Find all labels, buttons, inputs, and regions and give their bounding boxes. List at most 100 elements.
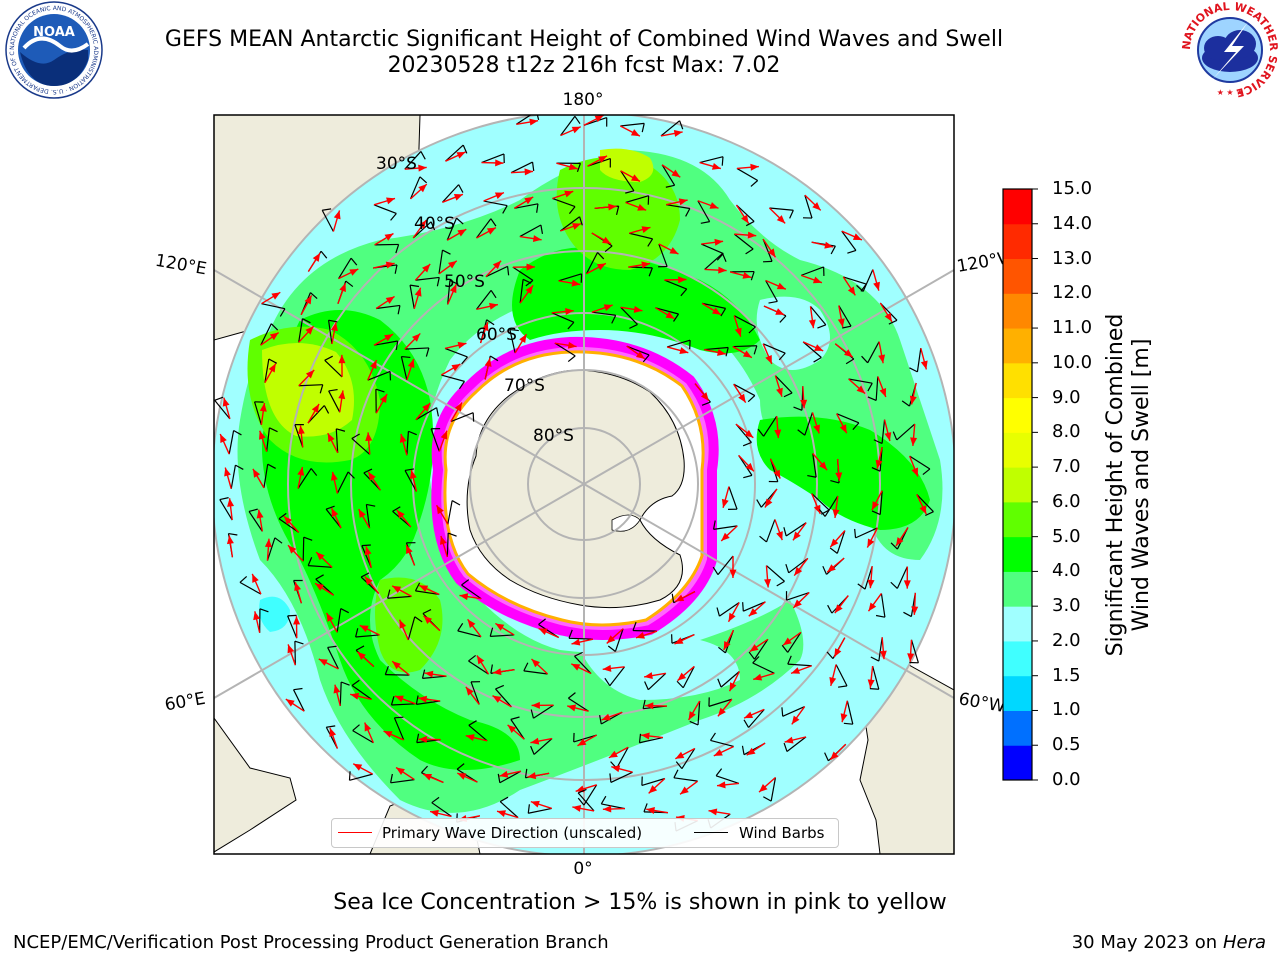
colorbar-tick-label: 9.0 <box>1052 386 1081 408</box>
colorbar-segment <box>1003 223 1032 260</box>
wave-arrow-head <box>745 462 754 472</box>
wind-barb-shaft <box>327 320 333 345</box>
wave-arrow-head <box>813 424 820 434</box>
wind-barb-shaft <box>512 266 534 281</box>
wind-barb-flag <box>745 220 755 227</box>
wave-arrow-head <box>268 363 276 373</box>
wind-barb-shaft <box>560 115 576 136</box>
wind-barb-shaft <box>754 638 769 660</box>
wave-arrow-head <box>721 532 730 541</box>
wind-barb-flag <box>279 308 286 317</box>
wind-barb-flag <box>350 257 358 266</box>
wave-arrow-head <box>721 498 729 508</box>
wind-barb-shaft <box>804 194 813 219</box>
wind-barb-flag <box>629 323 638 329</box>
wind-barb-flag <box>857 583 866 590</box>
wave-arrow-head <box>911 606 919 615</box>
wind-barb-flag <box>743 474 753 479</box>
wind-barb-shaft <box>287 615 298 639</box>
wind-barb-shaft <box>253 401 262 425</box>
wind-barb-shaft <box>896 423 916 441</box>
wind-barb-shaft <box>230 465 237 489</box>
wave-arrow-head <box>819 461 828 471</box>
wind-barb-flag <box>449 279 459 285</box>
wind-barb-shaft <box>916 494 934 513</box>
wave-arrow-head <box>596 263 606 271</box>
wave-arrow-head <box>708 808 718 816</box>
wind-barb-shaft <box>328 390 341 413</box>
wind-barb-shaft <box>325 508 342 529</box>
wind-barb-shaft <box>485 265 508 278</box>
wind-barb-flag <box>530 709 534 719</box>
wind-barb-flag <box>716 607 721 617</box>
wind-barb-flag <box>779 315 787 323</box>
wave-arrow-head <box>764 498 773 508</box>
wave-arrow-head <box>220 434 227 444</box>
wind-barb-shaft <box>763 415 778 437</box>
wind-barb-flag <box>568 692 576 699</box>
wave-arrow-head <box>327 433 335 443</box>
wind-barb-shaft <box>447 280 451 305</box>
wind-barb-flag <box>741 745 745 755</box>
wave-arrow-head <box>728 612 736 622</box>
wind-barb-flag <box>783 392 793 398</box>
wind-barb-flag <box>458 381 465 390</box>
wave-arrow-head <box>577 738 587 746</box>
wave-arrow-head <box>601 713 611 721</box>
wave-arrow-head <box>492 260 502 270</box>
wind-barb-shaft <box>519 279 524 304</box>
wave-arrow-head <box>878 354 886 364</box>
wind-barb-flag <box>363 468 373 474</box>
wind-barb-flag <box>395 244 400 254</box>
lat-label-80s: 80°S <box>533 426 574 446</box>
wave-arrow-head <box>641 226 651 233</box>
wind-barb-flag <box>720 308 727 317</box>
wind-barb-flag <box>390 213 397 221</box>
colorbar-frame <box>1002 188 1033 781</box>
wave-arrow-head <box>526 263 535 271</box>
wind-barb-shaft <box>881 419 886 444</box>
wave-arrow-head <box>830 751 839 760</box>
wind-barb-flag <box>856 284 864 292</box>
wind-barb-shaft <box>336 608 342 633</box>
sea-ice-note: Sea Ice Concentration > 15% is shown in … <box>333 890 947 915</box>
wind-barb-flag <box>328 319 338 323</box>
lat-label-50s: 50°S <box>444 272 485 292</box>
wind-barb-shaft <box>468 724 488 742</box>
wave-arrow-head <box>875 459 883 469</box>
colorbar <box>1002 188 1038 781</box>
legend-barb-line <box>694 832 728 833</box>
wind-barb-shaft <box>445 144 464 162</box>
wind-barb-flag <box>307 557 313 566</box>
wave-arrow-head <box>484 358 492 367</box>
wind-barb-shaft <box>461 584 482 600</box>
colorbar-segment <box>1003 189 1032 225</box>
colorbar-title: Significant Height of Combined Wind Wave… <box>1103 275 1155 695</box>
meridian-line <box>214 269 954 699</box>
wave-arrow-head <box>571 638 581 646</box>
wind-barb-flag <box>797 429 806 436</box>
colorbar-tick-label: 5.0 <box>1052 525 1081 547</box>
wind-barb-flag <box>219 497 229 501</box>
wind-barb-flag <box>530 745 535 755</box>
wind-barb-flag <box>415 695 419 705</box>
wave-arrow-head <box>729 682 737 692</box>
wave-arrow-head <box>497 810 506 817</box>
wind-barb-shaft <box>661 164 676 186</box>
wave-arrow-head <box>910 437 918 446</box>
wave-arrow-head <box>414 287 422 297</box>
wave-arrow-head <box>365 432 373 442</box>
wind-barb-shaft <box>697 700 701 725</box>
wind-barb-flag <box>709 732 716 741</box>
wind-barb-shaft <box>835 664 848 687</box>
wave-arrow-head <box>644 702 654 710</box>
wave-arrow-head <box>759 784 768 793</box>
wind-barb-flag <box>397 305 401 315</box>
wave-arrow-head <box>418 164 427 172</box>
wave-arrow-head <box>312 252 321 262</box>
wave-arrow-head <box>608 203 617 211</box>
wind-barb-flag <box>458 184 464 193</box>
wind-barb-shaft <box>626 345 650 356</box>
wave-arrow-head <box>451 364 461 372</box>
wind-barb-shaft <box>867 341 880 364</box>
